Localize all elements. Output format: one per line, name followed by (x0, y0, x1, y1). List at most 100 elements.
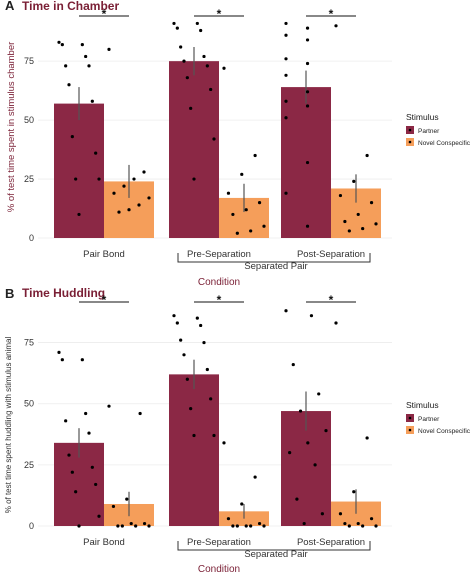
legend-a-partner-dot (408, 128, 412, 132)
data-point (306, 441, 310, 445)
data-point (347, 524, 351, 528)
data-point (189, 407, 193, 411)
data-point (205, 367, 209, 372)
data-point (142, 170, 146, 174)
panel-a-y-axis-label: % of test time spent in stimulus chamber (6, 42, 17, 213)
data-point (84, 411, 88, 416)
group-bracket (177, 253, 371, 263)
data-point (172, 21, 176, 26)
data-point (107, 47, 111, 51)
y-tick-label: 50 (24, 115, 34, 125)
data-point (138, 411, 142, 416)
data-point (179, 338, 183, 342)
data-point (291, 362, 295, 367)
significance-star: * (217, 7, 222, 21)
data-point (185, 377, 189, 381)
data-point (369, 201, 374, 205)
data-point (305, 61, 310, 66)
data-point (257, 201, 262, 205)
data-point (175, 26, 179, 30)
legend-b-novel-label: Novel Conspecific (418, 428, 471, 435)
data-point (127, 208, 131, 212)
data-point (361, 524, 365, 528)
panel-b-title: Time Huddling (22, 286, 105, 300)
data-point (334, 24, 338, 28)
data-point (195, 21, 199, 26)
legend-a-partner-label: Partner (418, 128, 440, 135)
data-point (179, 45, 183, 49)
data-point (64, 419, 68, 423)
legend-a-novel-label: Novel Conspecific (418, 140, 471, 147)
data-point (244, 524, 248, 528)
legend-a-novel-dot (408, 140, 412, 144)
data-point (305, 160, 310, 165)
data-point (222, 441, 226, 445)
x-tick-label: Post-Separation (297, 537, 365, 548)
data-point (284, 57, 288, 61)
panel-a-label: A (5, 0, 15, 13)
data-point (111, 504, 116, 509)
data-point (305, 38, 310, 42)
data-point (347, 229, 351, 233)
data-point (352, 179, 356, 184)
data-point (87, 64, 91, 68)
data-point (192, 433, 196, 438)
data-point (338, 193, 343, 198)
data-point (74, 490, 78, 494)
bar-partner (169, 61, 219, 238)
significance-star: * (102, 293, 107, 307)
data-point (356, 212, 360, 217)
data-point (199, 323, 203, 328)
legend-b-partner-label: Partner (418, 416, 440, 423)
x-tick-label: Pre-Separation (187, 537, 251, 548)
data-point (125, 497, 129, 501)
panel-a-plot: 0 25 50 75 Pair Bond Pre-Separation Post-Separ… (24, 7, 392, 263)
data-point (212, 433, 216, 438)
data-point (253, 475, 257, 479)
data-point (374, 524, 378, 528)
data-point (305, 224, 310, 228)
data-point (60, 43, 64, 47)
data-point (249, 229, 253, 233)
data-point (338, 512, 343, 516)
data-point (235, 231, 239, 235)
data-point (67, 453, 71, 457)
data-point (147, 196, 151, 200)
data-point (284, 73, 288, 77)
data-point (361, 226, 365, 231)
data-point (313, 463, 317, 467)
data-point (244, 208, 248, 212)
legend-b-partner-dot (408, 416, 412, 420)
panel-a-legend: Stimulus Partner Novel Conspecific (406, 112, 471, 147)
data-point (182, 353, 186, 357)
bar-partner (54, 103, 104, 238)
data-point (209, 397, 213, 401)
data-point (132, 177, 136, 181)
data-point (70, 135, 74, 139)
data-point (202, 340, 206, 345)
data-point (120, 524, 124, 528)
data-point (185, 76, 189, 80)
data-point (249, 524, 253, 528)
data-point (262, 224, 266, 228)
data-point (60, 358, 64, 362)
significance-star: * (329, 7, 334, 21)
data-point (77, 212, 81, 217)
data-point (284, 309, 288, 313)
y-tick-label: 25 (24, 174, 34, 184)
panel-b-group-label: Separated Pair (244, 549, 307, 560)
group-bracket (177, 541, 371, 551)
panel-b-plot: 0 25 50 75 Pair Bond Pre-Separation Post-Separ… (24, 293, 392, 551)
data-point (80, 358, 84, 362)
data-point (175, 321, 179, 325)
y-tick-label: 75 (24, 56, 34, 66)
data-point (90, 99, 94, 103)
data-point (116, 524, 120, 528)
data-point (305, 104, 310, 108)
legend-b-title: Stimulus (406, 400, 439, 410)
data-point (94, 151, 98, 155)
data-point (334, 321, 338, 325)
data-point (231, 524, 235, 528)
data-point (57, 40, 61, 44)
data-point (97, 177, 101, 181)
